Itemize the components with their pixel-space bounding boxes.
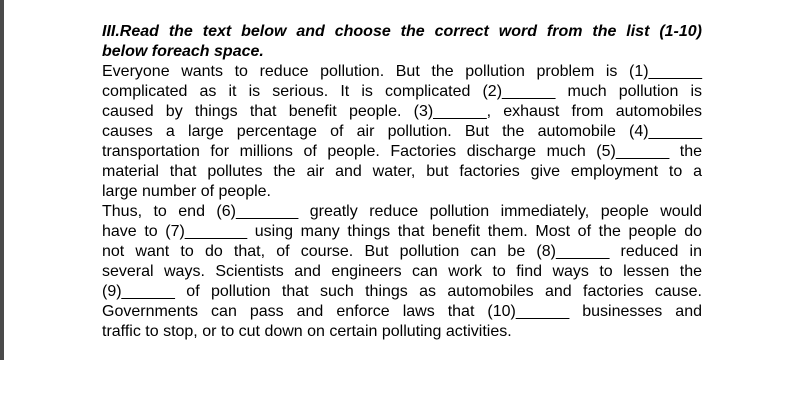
text-line: (9)______ of pollution that such things …: [102, 283, 702, 300]
paragraph-1: Everyone wants to reduce pollution. But …: [102, 62, 702, 202]
text-line: Thus, to end (6)_______ greatly reduce p…: [102, 203, 702, 220]
text-line: caused by things that benefit people. (3…: [102, 103, 702, 120]
paragraph-2: Thus, to end (6)_______ greatly reduce p…: [102, 202, 702, 342]
text-line: complicated as it is serious. It is comp…: [102, 83, 702, 100]
left-edge-border: [0, 0, 4, 360]
text-line: material that pollutes the air and water…: [102, 163, 702, 180]
text-line: several ways. Scientists and engineers c…: [102, 263, 702, 280]
text-line: Governments can pass and enforce laws th…: [102, 303, 702, 320]
text-line: Everyone wants to reduce pollution. But …: [102, 63, 702, 80]
heading-line: below foreach space.: [102, 43, 264, 60]
text-line: large number of people.: [102, 183, 271, 200]
exercise-heading: III.Read the text below and choose the c…: [102, 22, 702, 62]
heading-line: III.Read the text below and choose the c…: [102, 23, 702, 40]
text-line: traffic to stop, or to cut down on certa…: [102, 323, 512, 340]
exercise-document: III.Read the text below and choose the c…: [102, 22, 702, 342]
text-line: causes a large percentage of air polluti…: [102, 123, 702, 140]
text-line: not want to do that, of course. But poll…: [102, 243, 702, 260]
text-line: transportation for millions of people. F…: [102, 143, 702, 160]
text-line: have to (7)_______ using many things tha…: [102, 223, 702, 240]
